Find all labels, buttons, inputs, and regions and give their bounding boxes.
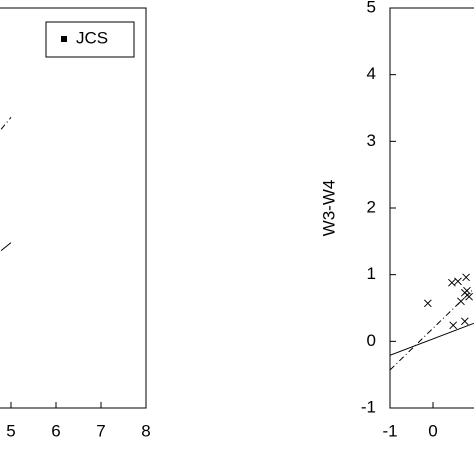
legend-box: [45, 21, 135, 58]
data-point: [462, 273, 470, 282]
x-tick-label: 5: [6, 421, 15, 440]
x-tick-label: 0: [428, 421, 437, 440]
data-point: [423, 299, 432, 308]
trend-line: [0, 117, 12, 130]
y-tick-label: 1: [367, 264, 376, 283]
x-tick-label: 8: [141, 421, 150, 440]
y-axis-label: W3-W4: [319, 180, 338, 237]
plot-area: [0, 117, 12, 252]
x-tick-label: -1: [382, 421, 397, 440]
y-tick-label: 4: [367, 64, 376, 83]
y-tick-label: 2: [367, 197, 376, 216]
data-point: [465, 292, 473, 301]
x-tick-label: 6: [51, 421, 60, 440]
y-tick-label: 0: [367, 331, 376, 350]
plot-frame: [0, 7, 147, 409]
data-point: [460, 317, 469, 326]
x-tick-label: 7: [96, 421, 105, 440]
plot-area: [390, 273, 474, 371]
data-point: [448, 278, 456, 287]
trend-line: [390, 322, 474, 356]
data-point: [463, 286, 471, 295]
plot-frame: [389, 7, 474, 409]
y-tick-label: 3: [367, 131, 376, 150]
y-tick-label: -1: [361, 397, 376, 416]
data-point: [454, 277, 462, 286]
legend-label: JCS: [76, 28, 108, 47]
legend-marker: [61, 36, 67, 42]
y-tick-label: 5: [367, 0, 376, 16]
trend-line: [0, 242, 12, 252]
data-point: [449, 321, 458, 330]
